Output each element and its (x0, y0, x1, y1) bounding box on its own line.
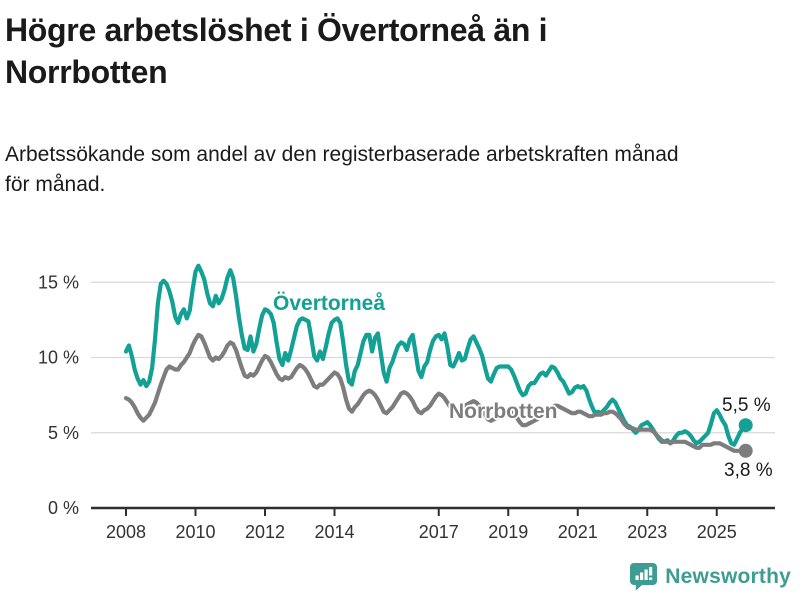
y-tick-label: 10 % (38, 348, 79, 368)
end-value-label-overtornea: 5,5 % (722, 395, 771, 416)
newsworthy-icon (630, 563, 658, 591)
newsworthy-logo: Newsworthy (629, 562, 791, 592)
y-tick-label: 5 % (48, 423, 79, 443)
series-label-overtornea: Övertorneå (273, 292, 386, 315)
end-value-label-norrbotten: 3,8 % (724, 460, 773, 481)
x-tick-label: 2017 (419, 522, 459, 542)
title-line-1: Högre arbetslöshet i Övertorneå än i (5, 12, 548, 48)
x-tick-label: 2010 (175, 522, 215, 542)
series-line-norrbotten (123, 332, 748, 453)
series-line-overtornea (123, 263, 748, 447)
x-tick-label: 2019 (488, 522, 528, 542)
series-label-norrbotten: Norrbotten (449, 400, 558, 423)
x-tick-label: 2012 (245, 522, 285, 542)
subtitle-line-2: för månad. (5, 173, 106, 196)
title-line-2: Norrbotten (5, 54, 168, 90)
x-tick-label: 2008 (106, 522, 146, 542)
end-dot-overtornea (738, 418, 753, 433)
x-tick-label: 2014 (314, 522, 354, 542)
end-dot-norrbotten (738, 443, 753, 458)
x-tick-label: 2025 (697, 522, 737, 542)
newsworthy-wordmark: Newsworthy (665, 565, 791, 588)
x-tick-label: 2021 (558, 522, 598, 542)
y-tick-label: 0 % (48, 498, 79, 518)
page-title: Högre arbetslöshet i Övertorneå än i Nor… (5, 9, 548, 93)
chart-subtitle: Arbetssökande som andel av den registerb… (5, 140, 679, 200)
x-tick-label: 2023 (627, 522, 667, 542)
subtitle-line-1: Arbetssökande som andel av den registerb… (5, 143, 679, 166)
y-tick-label: 15 % (38, 272, 79, 292)
